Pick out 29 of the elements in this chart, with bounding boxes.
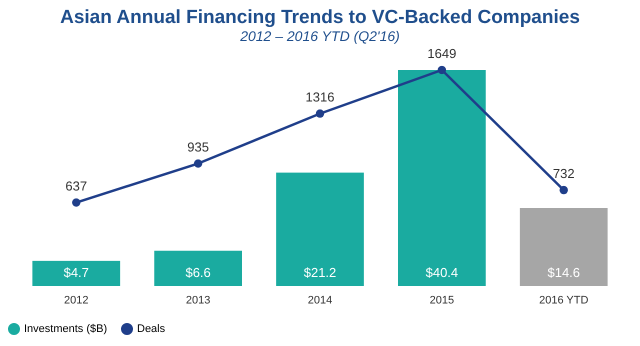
x-tick-label: 2016 YTD [539,294,588,306]
chart-title: Asian Annual Financing Trends to VC-Backed Companies [60,7,580,28]
x-tick-label: 2012 [64,294,88,306]
point [560,186,568,194]
legend-label: Deals [137,323,166,335]
data-label: 637 [65,178,88,194]
point [438,66,446,74]
bar [520,208,608,286]
data-label: $21.2 [304,265,336,280]
x-tick-label: 2013 [186,294,210,306]
data-label: 1649 [427,46,456,61]
bar [398,70,486,286]
data-label: $14.6 [547,265,580,280]
bar [32,260,120,286]
data-label: 935 [187,140,209,155]
chart-subtitle: 2012 – 2016 YTD (Q2'16) [239,28,400,44]
x-tick-label: 2014 [308,294,332,306]
data-label: 732 [552,166,575,182]
legend-label: Investments ($B) [24,323,108,335]
data-label: $40.4 [426,265,458,280]
point [72,198,80,207]
data-label: 1316 [306,90,334,105]
data-label: $4.7 [64,265,89,280]
point [194,159,202,168]
bar [154,250,242,286]
bar [276,172,364,286]
data-label: $6.6 [185,265,211,280]
x-tick-label: 2015 [430,294,454,306]
point [316,109,324,118]
